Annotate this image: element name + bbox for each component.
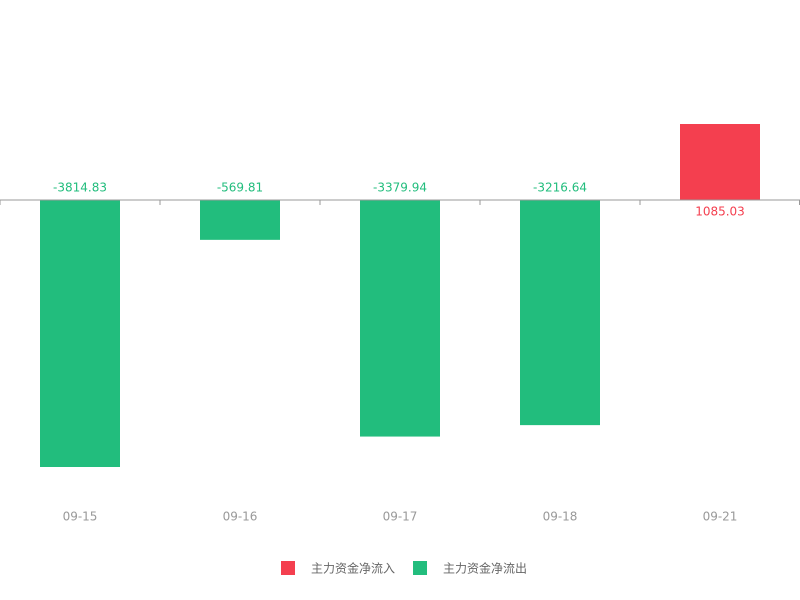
legend-swatch	[413, 561, 428, 575]
value-label: -3216.64	[533, 180, 587, 194]
legend-label: 主力资金净流入	[311, 561, 395, 576]
value-label: -3379.94	[373, 180, 427, 194]
bar	[360, 199, 440, 437]
value-label: 1085.03	[695, 204, 745, 218]
x-tick-label: 09-17	[383, 510, 418, 524]
legend-swatch	[281, 561, 295, 575]
x-tick-label: 09-18	[543, 510, 578, 524]
value-label: -3814.83	[53, 180, 107, 194]
bar	[520, 199, 600, 426]
value-label: -569.81	[217, 180, 263, 194]
x-tick-label: 09-15	[63, 510, 98, 524]
x-tick-label: 09-16	[223, 510, 258, 524]
x-tick-label: 09-21	[703, 510, 738, 524]
legend-label: 主力资金净流出	[443, 561, 527, 576]
bar	[40, 199, 120, 467]
bar	[200, 199, 280, 240]
bar	[680, 124, 760, 200]
